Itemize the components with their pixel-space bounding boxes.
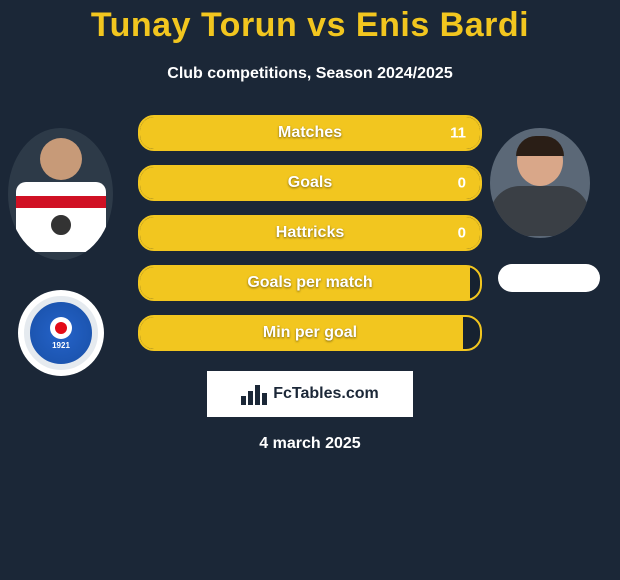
stat-label: Goals per match — [247, 274, 372, 292]
player-photo-left — [8, 128, 113, 260]
page-title: Tunay Torun vs Enis Bardi — [0, 6, 620, 45]
avatar-head — [40, 138, 82, 180]
club-badge-left: 1921 — [18, 290, 104, 376]
stat-row: Matches 11 — [138, 115, 482, 151]
stat-value: 0 — [458, 175, 466, 192]
stat-label: Hattricks — [276, 224, 344, 242]
avatar-jersey — [16, 182, 106, 252]
stat-label: Matches — [278, 124, 342, 142]
bars-icon — [241, 383, 267, 405]
stat-value: 0 — [458, 225, 466, 242]
source-badge: FcTables.com — [207, 371, 413, 417]
stat-label: Min per goal — [263, 324, 357, 342]
date-label: 4 march 2025 — [0, 435, 620, 453]
stat-row: Goals 0 — [138, 165, 482, 201]
comparison-card: Tunay Torun vs Enis Bardi Club competiti… — [0, 6, 620, 580]
flag-icon — [50, 317, 72, 339]
player-photo-right — [490, 128, 590, 238]
stat-row: Hattricks 0 — [138, 215, 482, 251]
stat-row: Min per goal — [138, 315, 482, 351]
club-badge-right — [498, 264, 600, 292]
stat-value: 11 — [450, 125, 466, 142]
source-label: FcTables.com — [273, 385, 379, 403]
stat-label: Goals — [288, 174, 332, 192]
stat-row: Goals per match — [138, 265, 482, 301]
subtitle: Club competitions, Season 2024/2025 — [0, 65, 620, 83]
badge-year: 1921 — [52, 341, 70, 350]
